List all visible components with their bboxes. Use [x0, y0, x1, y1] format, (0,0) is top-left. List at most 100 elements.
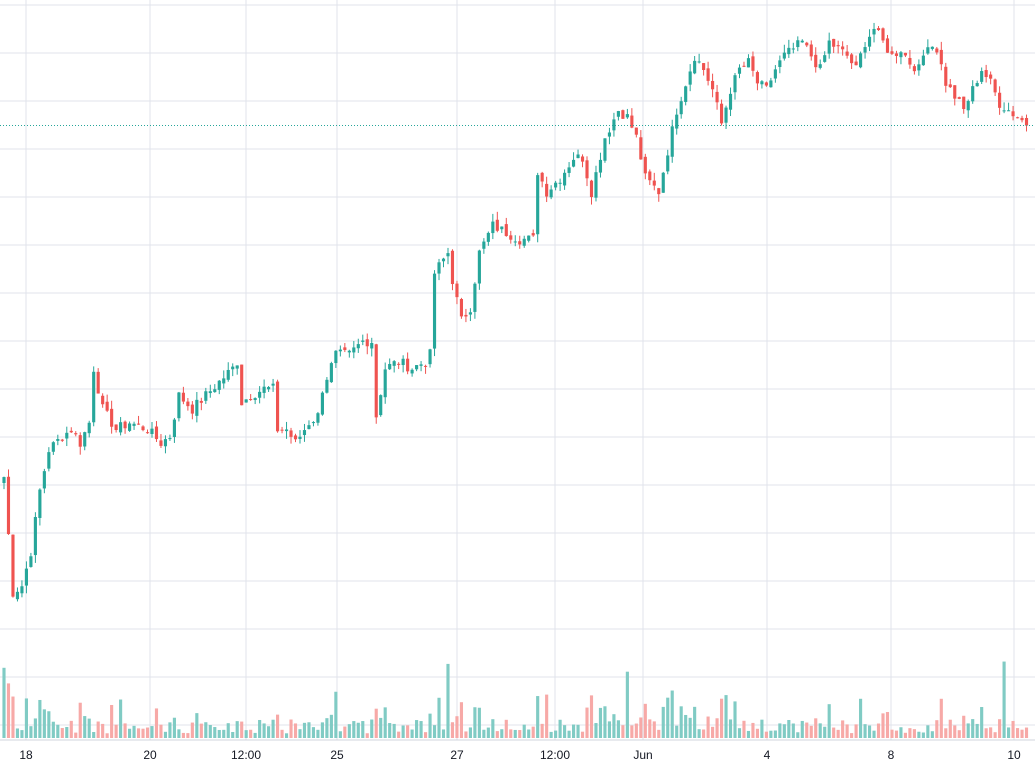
- volume-bar: [69, 720, 73, 738]
- candle: [908, 49, 912, 69]
- volume-bar: [186, 733, 190, 738]
- volume-bar: [486, 727, 490, 738]
- volume-bar: [374, 708, 378, 738]
- volume-bar: [863, 724, 867, 738]
- candle-body: [231, 366, 235, 370]
- volume-bar: [231, 732, 235, 738]
- volume-bar: [657, 729, 661, 738]
- volume-bar: [249, 729, 253, 738]
- volume-bar: [195, 713, 199, 738]
- candle-body: [580, 156, 585, 162]
- candle: [455, 280, 459, 305]
- candle: [379, 394, 383, 417]
- volume-bar: [827, 704, 831, 738]
- candle: [423, 364, 428, 374]
- volume-bar: [769, 730, 773, 738]
- candle: [760, 80, 764, 89]
- candle-body: [589, 180, 594, 198]
- volume-bar: [876, 723, 881, 738]
- candle-body: [464, 314, 468, 317]
- volume-bar: [1020, 729, 1024, 738]
- candle-body: [885, 38, 890, 53]
- candle-body: [867, 36, 872, 47]
- volume-bar: [558, 719, 562, 738]
- volume-bar: [361, 721, 365, 738]
- x-tick-label: 25: [330, 748, 344, 762]
- candle-body: [872, 28, 876, 35]
- volume-bar: [132, 725, 136, 738]
- candle-body: [522, 238, 526, 246]
- volume-bar: [693, 706, 697, 738]
- candle-body: [899, 52, 903, 58]
- candle-body: [881, 28, 885, 41]
- candle-body: [388, 363, 392, 370]
- candle: [343, 343, 347, 353]
- volume-bar: [939, 698, 943, 738]
- candle-body: [796, 40, 800, 48]
- volume-bar: [921, 732, 925, 738]
- candle: [527, 235, 531, 243]
- volume-bar: [899, 727, 903, 738]
- candle-body: [415, 365, 419, 370]
- volume-bar: [20, 730, 24, 738]
- candle: [352, 341, 356, 359]
- candle: [361, 334, 365, 346]
- candle-body: [177, 392, 181, 419]
- volume-bar: [495, 731, 499, 738]
- volume-bar: [343, 726, 347, 738]
- candle-body: [307, 425, 311, 430]
- volume-bar: [370, 719, 374, 738]
- candle-body: [2, 477, 6, 484]
- candle-body: [199, 400, 203, 403]
- candle-body: [953, 85, 957, 99]
- candle-body: [836, 45, 840, 47]
- candle-body: [1011, 111, 1015, 117]
- volume-bar: [316, 729, 320, 738]
- volume-bar: [607, 721, 612, 738]
- volume-bar: [504, 719, 508, 738]
- candle-body: [998, 92, 1002, 108]
- volume-bar: [571, 724, 576, 738]
- volume-bar: [648, 719, 652, 738]
- candle-body: [791, 48, 795, 50]
- candle-body: [863, 47, 867, 53]
- candle-body: [975, 83, 979, 87]
- x-tick-label: 8: [888, 748, 895, 762]
- volume-bar: [275, 714, 280, 738]
- candle: [1002, 102, 1006, 114]
- candle-body: [769, 80, 773, 88]
- volume-bar: [441, 729, 446, 738]
- volume-bar: [500, 729, 504, 738]
- volume-bar: [885, 712, 890, 738]
- volume-bar: [962, 715, 966, 738]
- candle-body: [711, 80, 715, 90]
- candle: [616, 110, 620, 121]
- volume-bar: [432, 725, 437, 738]
- volume-bar: [455, 716, 459, 738]
- volume-bar: [563, 725, 567, 738]
- candle: [805, 41, 809, 48]
- candle: [150, 421, 154, 438]
- candle-body: [208, 391, 212, 394]
- volume-bar: [953, 725, 957, 738]
- volume-bar: [989, 727, 993, 738]
- candle-body: [397, 363, 401, 365]
- candle-body: [571, 159, 576, 167]
- candle: [697, 53, 701, 64]
- candle-body: [764, 82, 768, 86]
- candle: [1020, 115, 1024, 123]
- volume-bar: [778, 723, 782, 738]
- volume-bar: [639, 717, 643, 738]
- candle: [576, 149, 580, 159]
- candle-body: [293, 435, 298, 440]
- candle-body: [634, 127, 638, 135]
- candle-body: [60, 439, 64, 441]
- candle-body: [500, 226, 504, 230]
- candle-body: [576, 154, 580, 159]
- volume-bar: [912, 729, 916, 738]
- candle-body: [65, 432, 69, 439]
- candle: [500, 226, 504, 234]
- volume-bar: [119, 699, 123, 738]
- volume-bar: [549, 731, 553, 738]
- candle: [235, 365, 239, 375]
